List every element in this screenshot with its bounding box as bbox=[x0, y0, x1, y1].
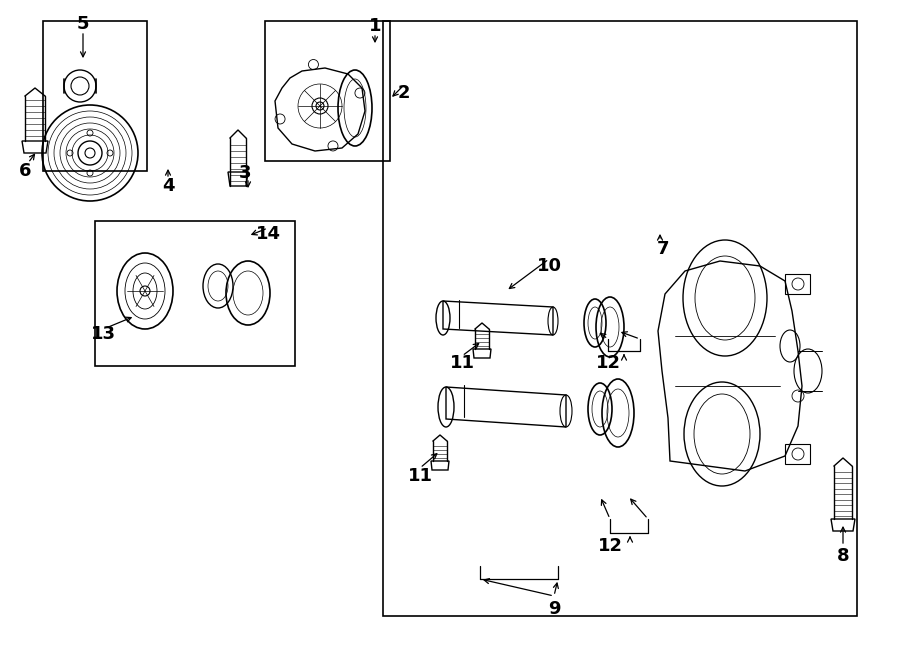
Bar bbox=[43, 21, 147, 171]
Text: 5: 5 bbox=[76, 15, 89, 33]
Text: 12: 12 bbox=[598, 537, 623, 555]
Text: 4: 4 bbox=[162, 177, 175, 195]
Text: 1: 1 bbox=[369, 17, 382, 35]
Text: 6: 6 bbox=[19, 162, 32, 180]
Text: 14: 14 bbox=[256, 225, 281, 243]
Bar bbox=[383, 21, 857, 616]
Text: 3: 3 bbox=[238, 164, 251, 182]
Text: 11: 11 bbox=[408, 467, 433, 485]
Text: 2: 2 bbox=[398, 84, 410, 102]
Text: 13: 13 bbox=[91, 325, 115, 343]
Bar bbox=[95, 221, 295, 366]
Text: 11: 11 bbox=[449, 354, 474, 372]
Text: 10: 10 bbox=[536, 257, 562, 275]
Text: 12: 12 bbox=[596, 354, 620, 372]
Text: 8: 8 bbox=[837, 547, 850, 565]
Text: 7: 7 bbox=[657, 240, 670, 258]
Bar bbox=[265, 21, 390, 161]
Text: 9: 9 bbox=[548, 600, 560, 618]
